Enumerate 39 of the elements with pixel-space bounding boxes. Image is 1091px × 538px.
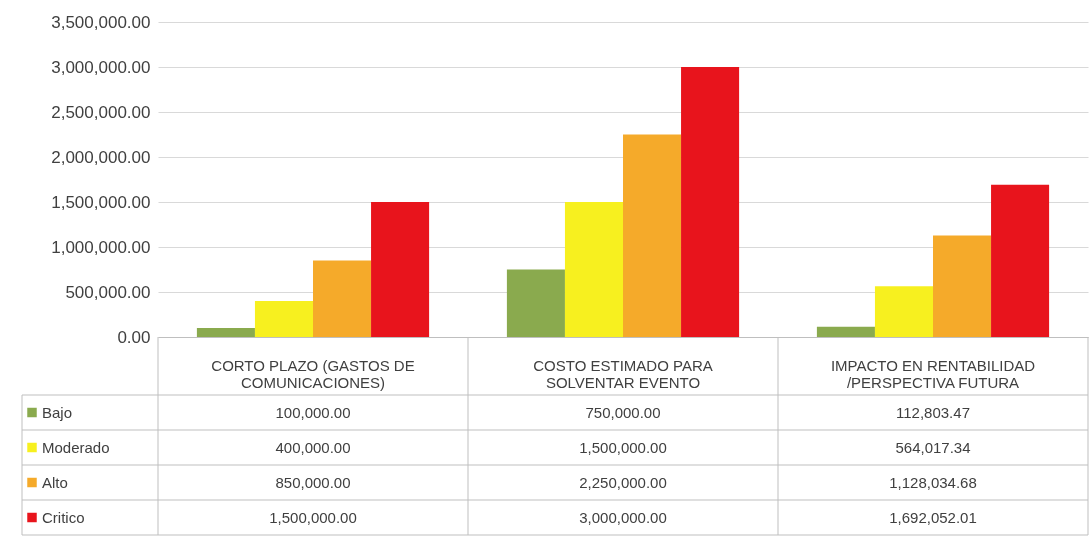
data-label: 400,000.00 — [275, 438, 351, 456]
y-tick-label: 0.00 — [117, 327, 151, 347]
y-tick-label: 2,000,000.00 — [51, 147, 151, 167]
legend-label: Critico — [42, 508, 85, 526]
bar — [933, 235, 992, 337]
bar — [313, 260, 372, 337]
bar — [254, 301, 313, 337]
data-label: 750,000.00 — [585, 403, 661, 421]
bar — [816, 326, 875, 337]
x-tick-label: COSTO ESTIMADO PARA SOLVENTAR EVENTO — [533, 357, 713, 391]
bar — [196, 328, 255, 337]
data-label: 3,000,000.00 — [579, 508, 667, 526]
data-label: 2,250,000.00 — [579, 473, 667, 491]
data-label: 850,000.00 — [275, 473, 351, 491]
bar — [681, 67, 740, 337]
bar — [564, 202, 623, 337]
bar — [874, 286, 933, 337]
data-label: 100,000.00 — [275, 403, 351, 421]
y-tick-label: 1,000,000.00 — [51, 237, 151, 257]
data-label: 112,803.47 — [896, 403, 970, 421]
y-tick-label: 3,500,000.00 — [51, 12, 151, 32]
legend-label: Bajo — [42, 403, 73, 421]
y-tick-label: 3,000,000.00 — [51, 57, 151, 77]
legend-label: Moderado — [42, 438, 110, 456]
bar — [991, 184, 1050, 337]
y-tick-label: 1,500,000.00 — [51, 192, 151, 212]
x-tick-label: CORTO PLAZO (GASTOS DE COMUNICACIONES) — [211, 357, 415, 391]
data-label: 1,500,000.00 — [269, 508, 357, 526]
legend-label: Alto — [42, 473, 68, 491]
data-label: 1,500,000.00 — [579, 438, 667, 456]
bar — [623, 134, 682, 337]
y-tick-label: 500,000.00 — [65, 282, 151, 302]
y-tick-label: 2,500,000.00 — [51, 102, 151, 122]
data-label: 564,017.34 — [895, 438, 971, 456]
bar — [506, 269, 565, 337]
data-label: 1,128,034.68 — [889, 473, 977, 491]
data-label: 1,692,052.01 — [889, 508, 977, 526]
x-tick-label: IMPACTO EN RENTABILIDAD /PERSPECTIVA FUTURA — [830, 357, 1036, 391]
bar — [371, 202, 430, 337]
